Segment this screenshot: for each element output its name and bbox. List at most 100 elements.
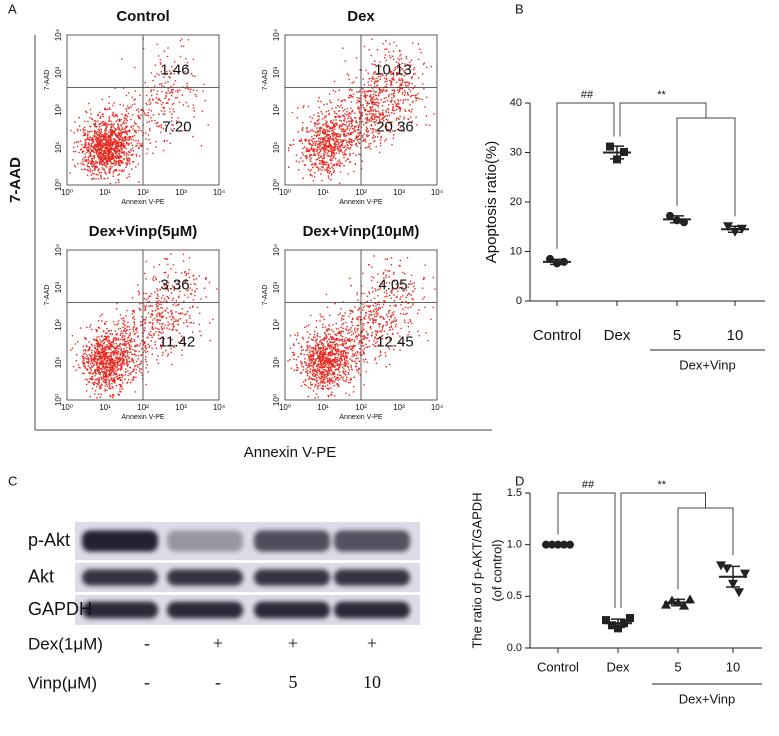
- flow-dot: [106, 384, 107, 385]
- flow-dot: [323, 161, 324, 162]
- flow-dot: [148, 333, 149, 334]
- flow-dot: [88, 163, 89, 164]
- flow-dot: [158, 308, 159, 309]
- flow-dot: [85, 134, 86, 135]
- flow-dot: [147, 122, 148, 123]
- flow-dot: [329, 136, 330, 137]
- flow-dot: [127, 371, 128, 372]
- flow-dot: [341, 128, 342, 129]
- flow-dot: [377, 136, 378, 137]
- flow-dot: [426, 97, 427, 98]
- flow-dot: [313, 164, 314, 165]
- flow-dot: [393, 319, 394, 320]
- flow-dot: [311, 129, 312, 130]
- axis-title: 7-AAD: [7, 157, 24, 203]
- flow-dot: [115, 129, 116, 130]
- flow-dot: [149, 128, 150, 129]
- flow-dot: [322, 118, 323, 119]
- flow-dot: [85, 338, 86, 339]
- flow-dot: [106, 337, 107, 338]
- flow-dot: [95, 361, 96, 362]
- flow-dot: [328, 146, 329, 147]
- flow-dot: [308, 141, 309, 142]
- flow-dot: [92, 137, 93, 138]
- flow-dot: [117, 369, 118, 370]
- flow-dot: [319, 144, 320, 145]
- flow-dot: [298, 131, 299, 132]
- flow-dot: [155, 277, 156, 278]
- flow-dot: [97, 131, 98, 132]
- flow-dot: [96, 145, 97, 146]
- flow-dot: [112, 351, 113, 352]
- flow-dot: [341, 319, 342, 320]
- flow-dot: [126, 133, 127, 134]
- flow-dot: [312, 163, 313, 164]
- flow-dot: [338, 149, 339, 150]
- flow-dot: [192, 306, 193, 307]
- flow-dot: [379, 304, 380, 305]
- flow-dot: [370, 128, 371, 129]
- flow-dot: [121, 148, 122, 149]
- flow-dot: [299, 140, 300, 141]
- flow-dot: [288, 167, 289, 168]
- flow-dot: [156, 348, 157, 349]
- x-tick-label: 10⁴: [431, 188, 444, 197]
- flow-dot: [102, 164, 103, 165]
- flow-dot: [87, 165, 88, 166]
- flow-dot: [209, 322, 210, 323]
- flow-dot: [139, 370, 140, 371]
- flow-dot: [398, 103, 399, 104]
- flow-dot: [119, 389, 120, 390]
- flow-dot: [145, 307, 146, 308]
- flow-dot: [357, 300, 358, 301]
- flow-dot: [102, 345, 103, 346]
- flow-dot: [331, 128, 332, 129]
- flow-dot: [112, 386, 113, 387]
- flow-dot: [144, 305, 145, 306]
- flow-dot: [317, 372, 318, 373]
- flow-dot: [126, 110, 127, 111]
- flow-dot: [110, 378, 111, 379]
- flow-dot: [314, 163, 315, 164]
- flow-dot: [378, 95, 379, 96]
- flow-dot: [95, 383, 96, 384]
- flow-dot: [140, 355, 141, 356]
- flow-dot: [139, 351, 140, 352]
- flow-dot: [109, 359, 110, 360]
- flow-dot: [162, 102, 163, 103]
- flow-dot: [358, 335, 359, 336]
- flow-dot: [336, 164, 337, 165]
- flow-dot: [163, 107, 164, 108]
- flow-dot: [312, 375, 313, 376]
- flow-dot: [400, 80, 401, 81]
- flow-dot: [165, 272, 166, 273]
- flow-dot: [318, 138, 319, 139]
- flow-dot: [323, 163, 324, 164]
- flow-dot: [115, 350, 116, 351]
- flow-dot: [315, 143, 316, 144]
- flow-dot: [333, 90, 334, 91]
- flow-dot: [164, 327, 165, 328]
- flow-dot: [393, 42, 394, 43]
- flow-dot: [326, 115, 327, 116]
- flow-dot: [88, 365, 89, 366]
- flow-dot: [89, 139, 90, 140]
- flow-dot: [331, 108, 332, 109]
- flow-dot: [113, 394, 114, 395]
- flow-dot: [308, 140, 309, 141]
- flow-dot: [134, 135, 135, 136]
- flow-dot: [93, 365, 94, 366]
- flow-dot: [296, 339, 297, 340]
- flow-dot: [99, 385, 100, 386]
- flow-dot: [310, 121, 311, 122]
- flow-dot: [306, 158, 307, 159]
- flow-dot: [344, 118, 345, 119]
- flow-dot: [99, 144, 100, 145]
- flow-dot: [93, 140, 94, 141]
- flow-dot: [405, 307, 406, 308]
- flow-dot: [159, 314, 160, 315]
- flow-dot: [294, 354, 295, 355]
- flow-dot: [161, 110, 162, 111]
- flow-dot: [302, 160, 303, 161]
- flow-dot: [86, 112, 87, 113]
